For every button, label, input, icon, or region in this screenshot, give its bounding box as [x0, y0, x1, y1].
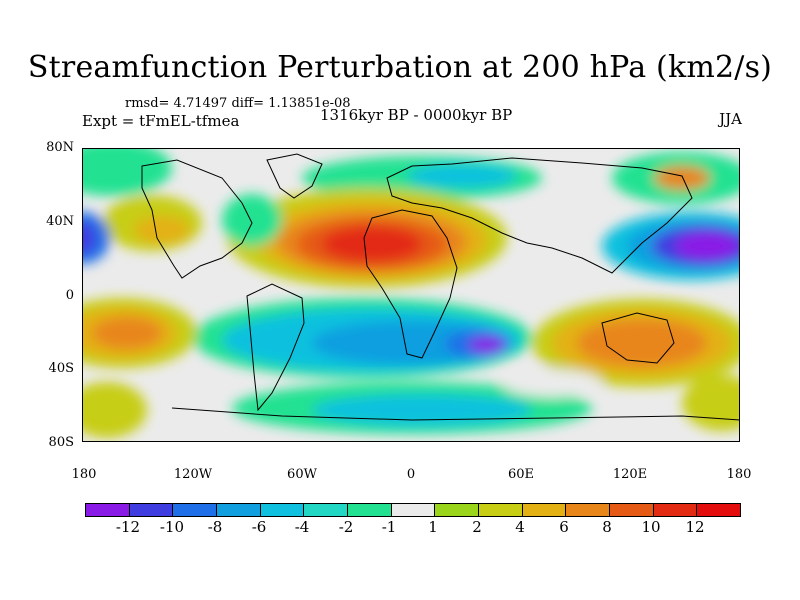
colorbar-box	[86, 504, 130, 516]
season-label: JJA	[719, 110, 742, 128]
colorbar-label: -12	[115, 518, 141, 536]
colorbar-label: -2	[338, 518, 354, 536]
colorbar-box	[129, 504, 174, 516]
lat-label-40s: 40S	[48, 361, 74, 376]
lon-label-60w: 60W	[287, 467, 317, 482]
colorbar-label: 12	[685, 518, 705, 536]
lon-label-120e: 120E	[612, 467, 648, 482]
colorbar-box	[435, 504, 480, 516]
colorbar-label: 10	[641, 518, 661, 536]
lon-label-180w: 180	[71, 467, 97, 482]
colorbar	[85, 503, 741, 517]
colorbar-label: -6	[251, 518, 267, 536]
field-shading	[82, 148, 740, 438]
period-label: 1316kyr BP - 0000kyr BP	[320, 106, 513, 124]
colorbar-box	[697, 504, 741, 516]
lon-label-0: 0	[406, 467, 416, 482]
colorbar-box	[348, 504, 392, 516]
colorbar-label: 8	[602, 518, 612, 536]
map-area	[82, 148, 740, 442]
colorbar-box	[566, 504, 611, 516]
lon-label-120w: 120W	[173, 467, 213, 482]
colorbar-label: -4	[294, 518, 310, 536]
lat-label-80n: 80N	[46, 140, 74, 155]
colorbar-box	[522, 504, 567, 516]
colorbar-label: -8	[207, 518, 223, 536]
colorbar-box	[304, 504, 349, 516]
colorbar-box	[260, 504, 305, 516]
experiment-label: Expt = tFmEL-tfmea	[82, 112, 240, 130]
colorbar-label: 1	[428, 518, 438, 536]
colorbar-box	[479, 504, 523, 516]
colorbar-label: 4	[515, 518, 525, 536]
coastlines	[141, 153, 740, 421]
lat-label-40n: 40N	[46, 214, 74, 229]
lon-label-60e: 60E	[507, 467, 535, 482]
lat-label-80s: 80S	[48, 435, 74, 450]
colorbar-label: -10	[159, 518, 185, 536]
colorbar-box	[391, 504, 436, 516]
colorbar-label: -1	[381, 518, 397, 536]
colorbar-box	[610, 504, 654, 516]
colorbar-box	[653, 504, 698, 516]
colorbar-label: 2	[472, 518, 482, 536]
colorbar-box	[173, 504, 218, 516]
stats-label: rmsd= 4.71497 diff= 1.13851e-08	[125, 96, 351, 111]
colorbar-label: 6	[559, 518, 569, 536]
lat-label-eq: 0	[65, 288, 74, 303]
colorbar-box	[217, 504, 261, 516]
plot-title: Streamfunction Perturbation at 200 hPa (…	[27, 50, 773, 85]
lon-label-180e: 180	[726, 467, 752, 482]
